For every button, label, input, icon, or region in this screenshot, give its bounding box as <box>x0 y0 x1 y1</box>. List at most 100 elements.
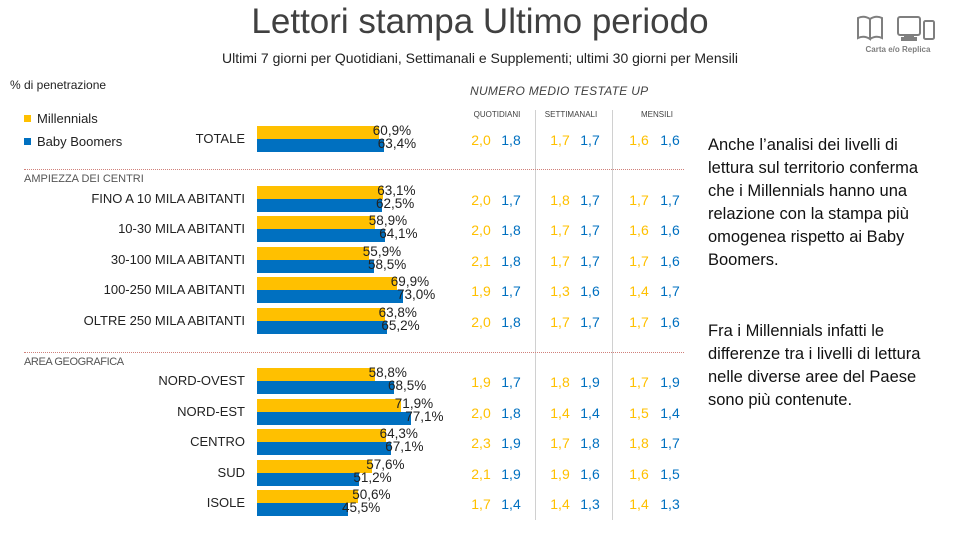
page-subtitle: Ultimi 7 giorni per Quotidiani, Settiman… <box>222 50 738 66</box>
bar-millennials-totale <box>257 126 379 139</box>
column-separator <box>535 110 536 520</box>
category-label-totale: TOTALE <box>195 131 245 146</box>
category-label-isole: ISOLE <box>206 495 245 510</box>
numero-medio-quotidiani-baby-boomers: 1,8 <box>501 314 521 330</box>
numero-medio-mensili-baby-boomers: 1,6 <box>660 314 680 330</box>
column-header-mensili: MENSILI <box>640 110 673 119</box>
data-label-millennials-sud: 57,6% <box>366 457 405 472</box>
bar-baby-boomers-nord-est <box>257 412 412 425</box>
data-label-baby-boomers-oltre-250-mila-abitanti: 65,2% <box>381 318 420 333</box>
numero-medio-mensili-baby-boomers: 1,6 <box>660 132 680 148</box>
numero-medio-settimanali-millennials: 1,7 <box>550 222 570 238</box>
numero-medio-mensili-millennials: 1,7 <box>629 192 649 208</box>
carta-replica-logo <box>852 12 942 49</box>
numero-medio-mensili-millennials: 1,4 <box>629 496 649 512</box>
data-label-millennials-totale: 60,9% <box>372 123 412 138</box>
numero-medio-mensili-millennials: 1,6 <box>629 222 649 238</box>
data-label-baby-boomers-fino-a-10-mila-abitanti: 62,5% <box>376 196 415 211</box>
numero-medio-quotidiani-millennials: 2,3 <box>471 435 491 451</box>
bar-baby-boomers-fino-a-10-mila-abitanti <box>257 199 382 212</box>
numero-medio-mensili-baby-boomers: 1,6 <box>660 222 680 238</box>
tablet-icon <box>897 16 921 41</box>
numero-medio-quotidiani-baby-boomers: 1,7 <box>501 283 521 299</box>
numero-medio-settimanali-millennials: 1,7 <box>550 435 570 451</box>
category-label-sud: SUD <box>217 465 245 480</box>
category-label-nord-ovest: NORD-OVEST <box>158 373 245 388</box>
numero-medio-settimanali-millennials: 1,7 <box>550 253 570 269</box>
data-label-baby-boomers-nord-est: 77,1% <box>405 409 444 424</box>
bar-baby-boomers-centro <box>257 442 392 455</box>
column-header-settimanali: SETTIMANALI <box>544 110 598 119</box>
category-label-10-30-mila-abitanti: 10-30 MILA ABITANTI <box>118 221 245 236</box>
numero-medio-mensili-baby-boomers: 1,9 <box>660 374 680 390</box>
legend-swatch-millennials <box>24 115 31 122</box>
numero-medio-settimanali-baby-boomers: 1,7 <box>580 132 600 148</box>
numero-medio-quotidiani-millennials: 2,0 <box>471 192 491 208</box>
numero-medio-mensili-millennials: 1,6 <box>629 466 649 482</box>
data-label-millennials-nord-est: 71,9% <box>394 396 434 411</box>
data-label-millennials-fino-a-10-mila-abitanti: 63,1% <box>377 183 416 198</box>
bar-baby-boomers-30-100-mila-abitanti <box>257 260 374 273</box>
numero-medio-mensili-baby-boomers: 1,7 <box>660 435 680 451</box>
commentary-paragraph-2: Fra i Millennials infatti le differenze … <box>708 322 921 409</box>
bar-baby-boomers-oltre-250-mila-abitanti <box>257 321 388 334</box>
section-title-area: AREA GEOGRAFICA <box>24 356 124 368</box>
bar-millennials-oltre-250-mila-abitanti <box>257 308 385 321</box>
numero-medio-settimanali-baby-boomers: 1,3 <box>580 496 600 512</box>
numero-medio-quotidiani-baby-boomers: 1,7 <box>501 374 521 390</box>
bar-millennials-nord-ovest <box>257 368 375 381</box>
numero-medio-mensili-baby-boomers: 1,6 <box>660 253 680 269</box>
numero-medio-quotidiani-millennials: 1,9 <box>471 374 491 390</box>
category-label-100-250-mila-abitanti: 100-250 MILA ABITANTI <box>103 282 245 297</box>
numero-medio-settimanali-millennials: 1,8 <box>550 192 570 208</box>
data-label-baby-boomers-totale: 63,4% <box>377 136 417 151</box>
commentary-paragraph-1: Anche l’analisi dei livelli di lettura s… <box>708 136 918 269</box>
numero-medio-quotidiani-baby-boomers: 1,9 <box>501 466 521 482</box>
numero-medio-quotidiani-millennials: 2,1 <box>471 466 491 482</box>
numero-medio-mensili-baby-boomers: 1,7 <box>660 283 680 299</box>
numero-medio-settimanali-baby-boomers: 1,9 <box>580 374 600 390</box>
numero-medio-mensili-millennials: 1,8 <box>629 435 649 451</box>
logo-caption: Carta e/o Replica <box>865 45 931 54</box>
numero-medio-quotidiani-baby-boomers: 1,8 <box>501 222 521 238</box>
bar-millennials-nord-est <box>257 399 401 412</box>
numero-medio-settimanali-millennials: 1,7 <box>550 314 570 330</box>
numero-medio-quotidiani-baby-boomers: 1,7 <box>501 192 521 208</box>
numero-medio-settimanali-baby-boomers: 1,7 <box>580 314 600 330</box>
numero-medio-mensili-baby-boomers: 1,3 <box>660 496 680 512</box>
numero-medio-settimanali-baby-boomers: 1,4 <box>580 405 600 421</box>
data-label-baby-boomers-100-250-mila-abitanti: 73,0% <box>397 287 436 302</box>
section-separator <box>24 169 684 170</box>
data-label-baby-boomers-nord-ovest: 68,5% <box>388 378 427 393</box>
data-label-baby-boomers-sud: 51,2% <box>353 470 392 485</box>
bar-millennials-100-250-mila-abitanti <box>257 277 397 290</box>
numero-medio-mensili-millennials: 1,6 <box>629 132 649 148</box>
data-label-baby-boomers-isole: 45,5% <box>342 500 381 515</box>
bar-millennials-centro <box>257 429 386 442</box>
numero-medio-mensili-baby-boomers: 1,4 <box>660 405 680 421</box>
bar-baby-boomers-nord-ovest <box>257 381 394 394</box>
bar-baby-boomers-isole <box>257 503 348 516</box>
bar-millennials-isole <box>257 490 359 503</box>
category-label-centro: CENTRO <box>190 434 245 449</box>
numero-medio-quotidiani-millennials: 2,0 <box>471 405 491 421</box>
legend-item-baby-boomers: Baby Boomers <box>24 134 122 149</box>
numero-medio-mensili-baby-boomers: 1,5 <box>660 466 680 482</box>
numero-medio-mensili-baby-boomers: 1,7 <box>660 192 680 208</box>
phone-icon <box>923 20 935 40</box>
data-label-baby-boomers-centro: 67,1% <box>385 439 424 454</box>
bar-millennials-30-100-mila-abitanti <box>257 247 369 260</box>
data-label-millennials-nord-ovest: 58,8% <box>368 365 407 380</box>
legend-item-millennials: Millennials <box>24 111 98 126</box>
data-label-millennials-oltre-250-mila-abitanti: 63,8% <box>378 305 417 320</box>
category-label-30-100-mila-abitanti: 30-100 MILA ABITANTI <box>110 252 245 267</box>
book-icon <box>857 15 883 41</box>
bar-baby-boomers-100-250-mila-abitanti <box>257 290 403 303</box>
data-label-millennials-10-30-mila-abitanti: 58,9% <box>368 213 408 228</box>
numero-medio-mensili-millennials: 1,5 <box>629 405 649 421</box>
numero-medio-mensili-millennials: 1,4 <box>629 283 649 299</box>
numero-medio-settimanali-millennials: 1,9 <box>550 466 570 482</box>
bar-baby-boomers-10-30-mila-abitanti <box>257 229 386 242</box>
numero-medio-mensili-millennials: 1,7 <box>629 374 649 390</box>
numero-medio-quotidiani-baby-boomers: 1,4 <box>501 496 521 512</box>
